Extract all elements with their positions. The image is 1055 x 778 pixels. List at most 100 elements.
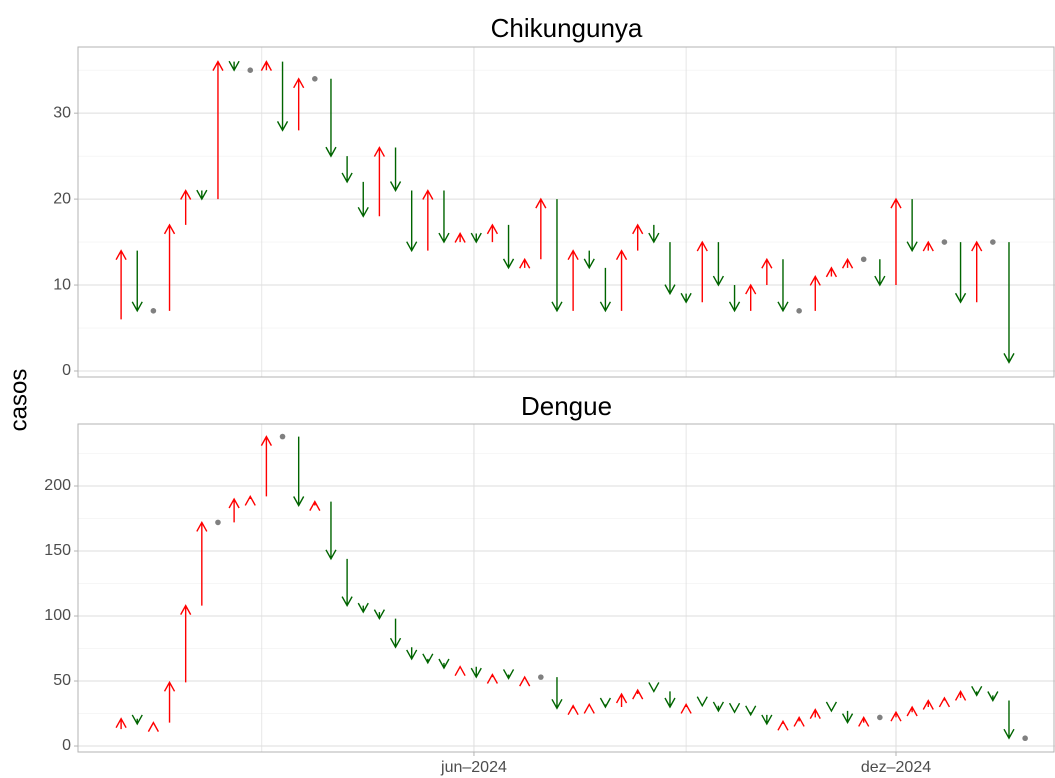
decrease-arrow [389, 618, 402, 649]
increase-arrow [115, 717, 127, 730]
increase-arrow [228, 497, 240, 523]
y-tick-label: 20 [53, 190, 71, 207]
decrease-arrow [664, 691, 676, 709]
decrease-arrow [357, 181, 369, 218]
decrease-arrow [551, 677, 563, 710]
decrease-arrow [874, 259, 886, 287]
increase-arrow [373, 146, 386, 217]
no-change-dot [990, 239, 996, 245]
y-tick-label: 50 [53, 672, 71, 689]
y-tick-label: 100 [44, 607, 71, 624]
increase-arrow [519, 675, 531, 687]
no-change-dot [860, 256, 867, 263]
increase-arrow [777, 719, 789, 731]
increase-arrow [454, 665, 466, 677]
decrease-arrow [728, 702, 741, 714]
panel-border [77, 46, 1055, 378]
increase-arrow [680, 702, 692, 714]
x-tick-label: dez–2024 [861, 759, 931, 776]
increase-arrow [309, 500, 321, 511]
no-change-dot [1022, 735, 1028, 742]
decrease-arrow [599, 697, 612, 709]
y-tick-label: 10 [53, 276, 71, 293]
decrease-arrow [406, 647, 418, 661]
decrease-arrow [841, 710, 854, 725]
panel-border [77, 423, 1055, 753]
increase-arrow [115, 249, 127, 320]
increase-arrow [293, 77, 305, 131]
no-change-dot [150, 308, 157, 314]
increase-arrow [632, 223, 644, 251]
no-change-dot [247, 67, 254, 74]
increase-arrow [180, 604, 192, 683]
decrease-arrow [648, 682, 660, 693]
decrease-arrow [664, 242, 676, 296]
decrease-arrow [325, 78, 337, 158]
decrease-arrow [131, 250, 143, 313]
decrease-arrow [648, 224, 660, 244]
decrease-arrow [712, 701, 725, 713]
increase-arrow [244, 494, 256, 506]
decrease-arrow [196, 189, 208, 201]
x-tick-label: jun–2024 [440, 759, 507, 776]
increase-arrow [890, 197, 902, 286]
decrease-arrow [712, 242, 725, 287]
increase-arrow [260, 60, 273, 71]
increase-arrow [486, 223, 499, 243]
increase-arrow [922, 699, 934, 710]
decrease-arrow [422, 653, 434, 665]
decrease-arrow [276, 61, 289, 132]
increase-arrow [147, 721, 160, 732]
decrease-arrow [438, 190, 450, 244]
increase-arrow [793, 715, 805, 727]
increase-arrow [858, 715, 870, 727]
increase-arrow [809, 708, 821, 719]
decrease-arrow [728, 285, 741, 313]
decrease-arrow [502, 224, 515, 270]
increase-arrow [567, 249, 579, 311]
decrease-arrow [825, 701, 838, 713]
decrease-arrow [389, 147, 402, 192]
panel-title: Chikungunya [491, 13, 643, 43]
y-axis-label: casos [5, 369, 32, 432]
decrease-arrow [325, 501, 337, 561]
decrease-arrow [502, 669, 515, 680]
no-change-dot [796, 308, 802, 314]
decrease-arrow [551, 199, 563, 313]
increase-arrow [841, 257, 854, 269]
no-change-dot [538, 674, 544, 680]
decrease-arrow [470, 666, 482, 679]
increase-arrow [938, 696, 951, 708]
y-tick-label: 0 [62, 737, 71, 754]
increase-arrow [535, 197, 547, 260]
decrease-arrow [906, 199, 918, 253]
increase-arrow [745, 283, 757, 311]
no-change-dot [215, 519, 221, 526]
decrease-arrow [1003, 242, 1015, 364]
decrease-arrow [696, 696, 708, 708]
decrease-arrow [131, 714, 143, 726]
decrease-arrow [228, 60, 240, 72]
panel-title: Dengue [521, 391, 612, 421]
decrease-arrow [777, 259, 789, 313]
no-change-dot [941, 239, 948, 245]
decrease-arrow [583, 250, 595, 270]
increase-arrow [454, 232, 466, 243]
decrease-arrow [470, 232, 482, 244]
increase-arrow [615, 249, 628, 311]
increase-arrow [486, 673, 499, 684]
increase-arrow [567, 704, 579, 716]
increase-arrow [163, 680, 176, 723]
decrease-arrow [761, 714, 773, 726]
increase-arrow [212, 60, 224, 200]
no-change-dot [312, 75, 318, 82]
increase-arrow [196, 520, 208, 606]
decrease-arrow [599, 267, 612, 313]
increase-arrow [615, 692, 628, 708]
decrease-arrow [1003, 700, 1015, 740]
y-tick-label: 200 [44, 477, 71, 494]
increase-arrow [890, 710, 902, 722]
decrease-arrow [954, 242, 967, 304]
increase-arrow [696, 240, 708, 303]
increase-arrow [519, 257, 531, 269]
